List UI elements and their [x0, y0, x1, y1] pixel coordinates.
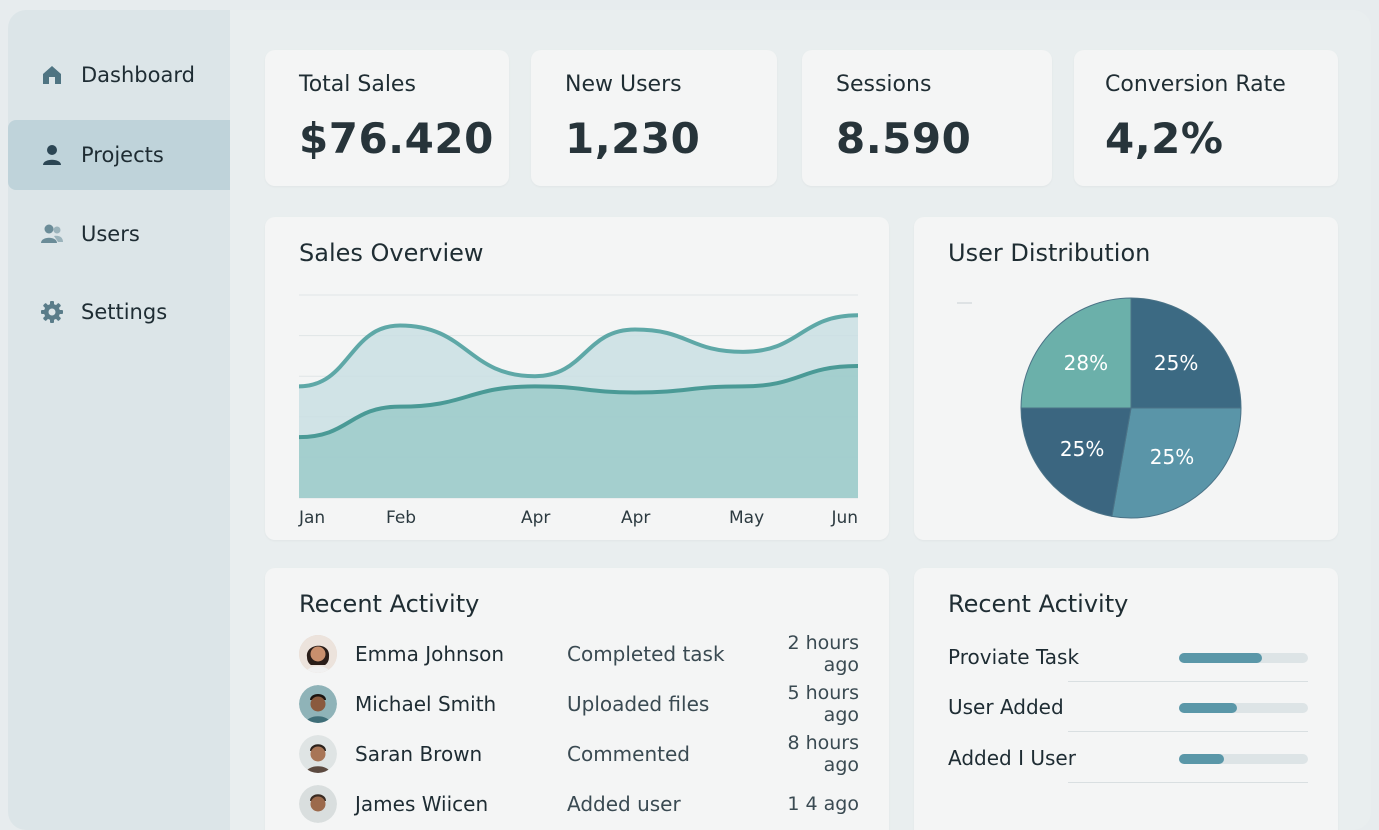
chart-title: User Distribution [948, 239, 1151, 267]
list-item: Proviate Task [948, 639, 1308, 687]
table-row[interactable]: James Wiicen Added user 1 4 ago [299, 784, 859, 824]
x-tick-label: Jan [298, 508, 325, 528]
stat-label: Conversion Rate [1105, 72, 1286, 97]
series-area-2 [299, 366, 858, 498]
stat-card-sessions: Sessions 8.590 [802, 50, 1052, 186]
stat-card-new-users: New Users 1,230 [531, 50, 777, 186]
stat-value: 4,2% [1105, 114, 1224, 163]
chart-title: Sales Overview [299, 239, 484, 267]
users-icon [40, 222, 64, 246]
stat-card-conversion-rate: Conversion Rate 4,2% [1074, 50, 1338, 186]
progress-label: Added I User [948, 746, 1076, 770]
stat-card-total-sales: Total Sales $76.420 [265, 50, 509, 186]
card-title: Recent Activity [948, 590, 1129, 618]
sidebar-item-settings[interactable]: Settings [8, 277, 230, 347]
stat-value: 8.590 [836, 114, 972, 163]
activity-action: Commented [567, 742, 690, 766]
progress-track [1179, 653, 1308, 663]
list-item: User Added [948, 689, 1308, 737]
x-tick-label: Apr [621, 508, 650, 528]
series-line-1 [298, 313, 859, 389]
progress-label: User Added [948, 695, 1064, 719]
progress-label: Proviate Task [948, 645, 1080, 669]
activity-action: Added user [567, 792, 681, 816]
pie-slice-3 [1020, 407, 1132, 517]
progress-track [1179, 754, 1308, 764]
activity-name: Emma Johnson [355, 642, 505, 666]
pie-label: 25% [1154, 351, 1198, 375]
activity-name: James Wiicen [355, 792, 489, 816]
table-row[interactable]: Saran Brown Commented 8 hours ago [299, 732, 859, 776]
activity-time: 2 hours ago [787, 632, 859, 676]
avatar [299, 685, 337, 723]
progress-track [1179, 703, 1308, 713]
sidebar-item-label: Projects [81, 143, 164, 167]
divider [1068, 782, 1308, 783]
user-distribution-card: User Distribution 25% 25% 25% 28% [914, 217, 1338, 540]
divider [1068, 731, 1308, 732]
user-pie-chart: 25% 25% 25% 28% [957, 297, 1242, 519]
avatar [299, 785, 337, 823]
x-tick-label: May [729, 508, 764, 528]
activity-action: Uploaded files [567, 692, 710, 716]
recent-activity-progress-card: Recent Activity Proviate Task User Added… [914, 568, 1338, 830]
table-row[interactable]: Emma Johnson Completed task 2 hours ago [299, 632, 859, 676]
pie-label: 25% [1150, 445, 1194, 469]
avatar [299, 635, 337, 673]
x-tick-label: Feb [386, 508, 416, 528]
activity-name: Michael Smith [355, 692, 497, 716]
pie-slice-1 [1130, 297, 1242, 409]
series-line-2 [298, 364, 859, 440]
stat-label: New Users [565, 72, 682, 97]
sidebar-item-label: Settings [81, 300, 168, 324]
progress-fill [1179, 703, 1238, 713]
sidebar-item-projects[interactable]: Projects [8, 120, 230, 190]
user-icon [40, 143, 64, 167]
divider [1068, 681, 1308, 682]
sales-overview-card: Sales Overview Jan Feb Apr Apr May Jun [265, 217, 889, 540]
progress-fill [1179, 754, 1225, 764]
stat-label: Total Sales [299, 72, 416, 97]
activity-time: 8 hours ago [787, 732, 859, 776]
activity-time: 5 hours ago [787, 682, 859, 726]
sidebar-item-dashboard[interactable]: Dashboard [8, 40, 230, 110]
x-tick-label: Jun [830, 508, 858, 528]
pie-label: 25% [1060, 437, 1104, 461]
table-row[interactable]: Michael Smith Uploaded files 5 hours ago [299, 682, 859, 726]
stat-value: $76.420 [299, 114, 494, 163]
sidebar: Dashboard Projects Users [8, 10, 230, 830]
stat-value: 1,230 [565, 114, 701, 163]
x-tick-label: Apr [521, 508, 550, 528]
app-window: Dashboard Projects Users [8, 10, 1371, 830]
recent-activity-card: Recent Activity Emma Johnson Completed t… [265, 568, 889, 830]
pie-slice-4 [1020, 297, 1132, 409]
sidebar-item-label: Dashboard [81, 63, 195, 87]
gear-icon [40, 300, 64, 324]
activity-name: Saran Brown [355, 742, 483, 766]
sidebar-item-label: Users [81, 222, 140, 246]
activity-action: Completed task [567, 642, 725, 666]
pie-slice-2 [1111, 407, 1242, 519]
home-icon [40, 63, 64, 87]
stat-label: Sessions [836, 72, 932, 97]
progress-fill [1179, 653, 1262, 663]
activity-time: 1 4 ago [787, 793, 859, 815]
sidebar-item-users[interactable]: Users [8, 199, 230, 269]
avatar [299, 735, 337, 773]
pie-label: 28% [1064, 351, 1108, 375]
sales-area-chart: Jan Feb Apr Apr May Jun [298, 294, 859, 528]
list-item: Added I User [948, 740, 1308, 788]
card-title: Recent Activity [299, 590, 480, 618]
